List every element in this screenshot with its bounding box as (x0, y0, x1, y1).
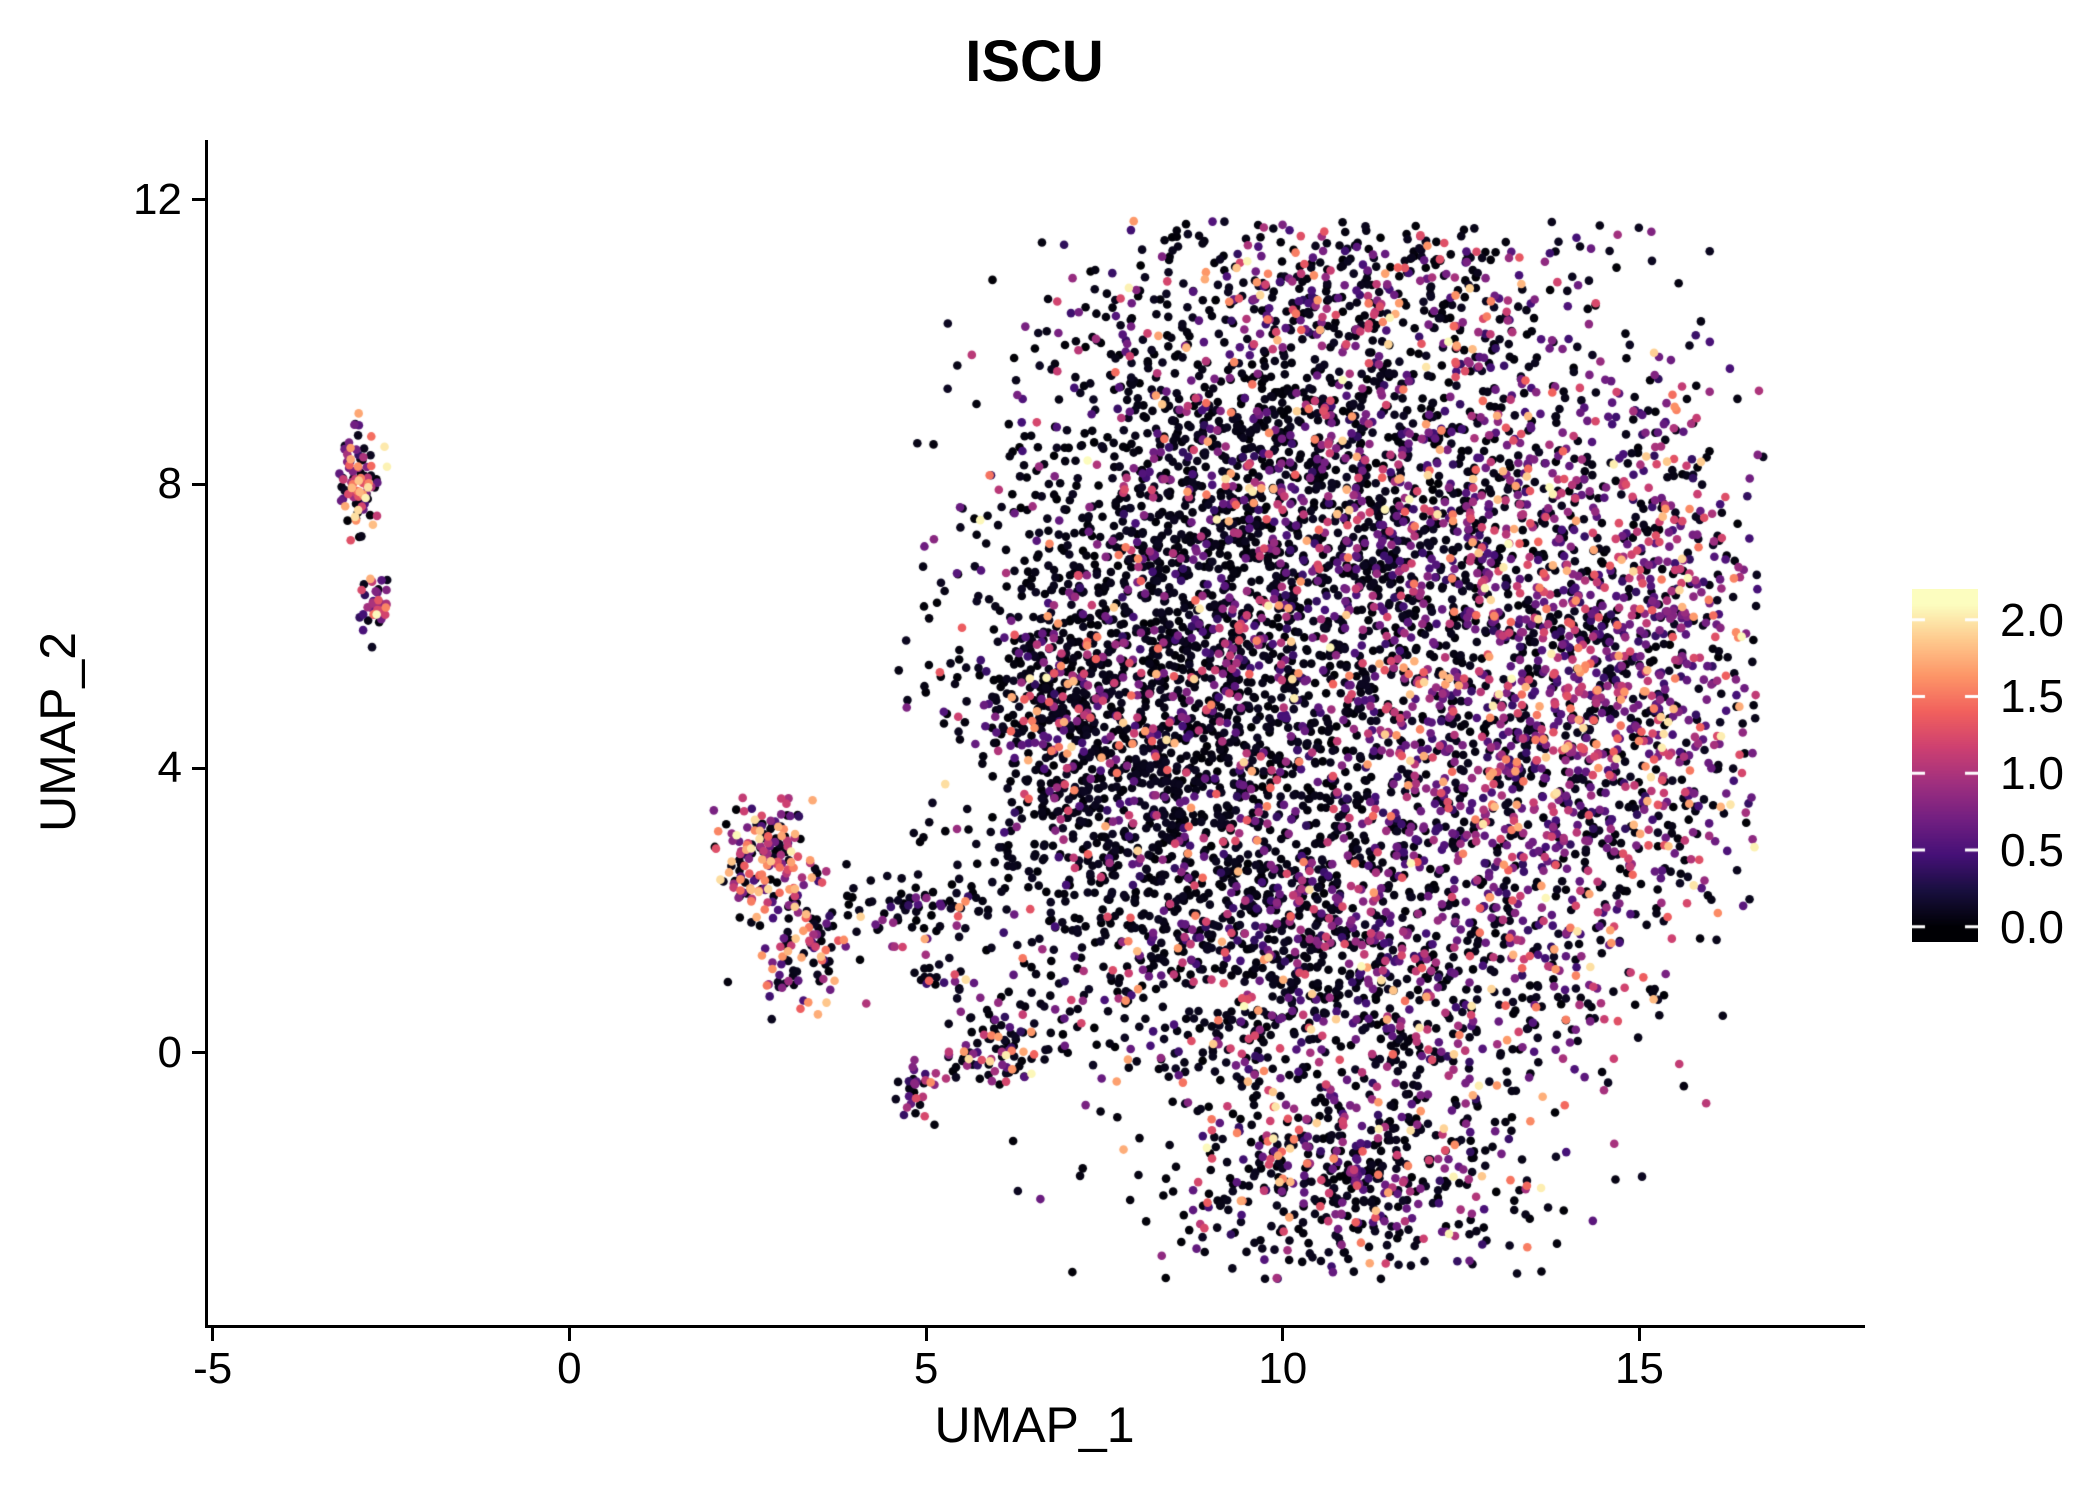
colorbar-tick-label: 2.0 (2000, 593, 2064, 646)
colorbar-tick-label: 0.5 (2000, 823, 2064, 876)
x-tick-label: 0 (557, 1344, 582, 1393)
y-tick-label: 4 (157, 743, 182, 793)
colorbar-tick-label: 1.5 (2000, 670, 2064, 723)
x-tick-label: 5 (913, 1344, 939, 1393)
plot-title: ISCU (965, 29, 1104, 94)
x-tick-mark (1637, 1328, 1641, 1341)
x-tick-label: -5 (193, 1344, 233, 1393)
scatter-canvas (207, 140, 1862, 1325)
y-tick-label: 12 (133, 174, 182, 224)
y-tick-mark (192, 766, 205, 770)
x-tick-mark (211, 1328, 215, 1341)
y-axis-line (205, 140, 208, 1328)
x-tick-mark (924, 1328, 928, 1341)
colorbar-tick-label: 1.0 (2000, 747, 2064, 800)
y-tick-label: 0 (157, 1027, 182, 1077)
colorbar-gradient (1912, 589, 1978, 942)
x-tick-label: 15 (1614, 1344, 1664, 1393)
x-tick-mark (1281, 1328, 1285, 1341)
y-tick-mark (192, 198, 205, 202)
y-tick-label: 8 (157, 459, 182, 509)
x-tick-mark (567, 1328, 571, 1341)
x-axis-label: UMAP_1 (934, 1397, 1135, 1453)
y-tick-mark (192, 482, 205, 486)
y-axis-label: UMAP_2 (30, 631, 86, 833)
x-axis-line (205, 1325, 1865, 1328)
y-tick-mark (192, 1051, 205, 1055)
x-tick-label: 10 (1258, 1344, 1308, 1393)
colorbar-tick-label: 0.0 (2000, 900, 2064, 953)
